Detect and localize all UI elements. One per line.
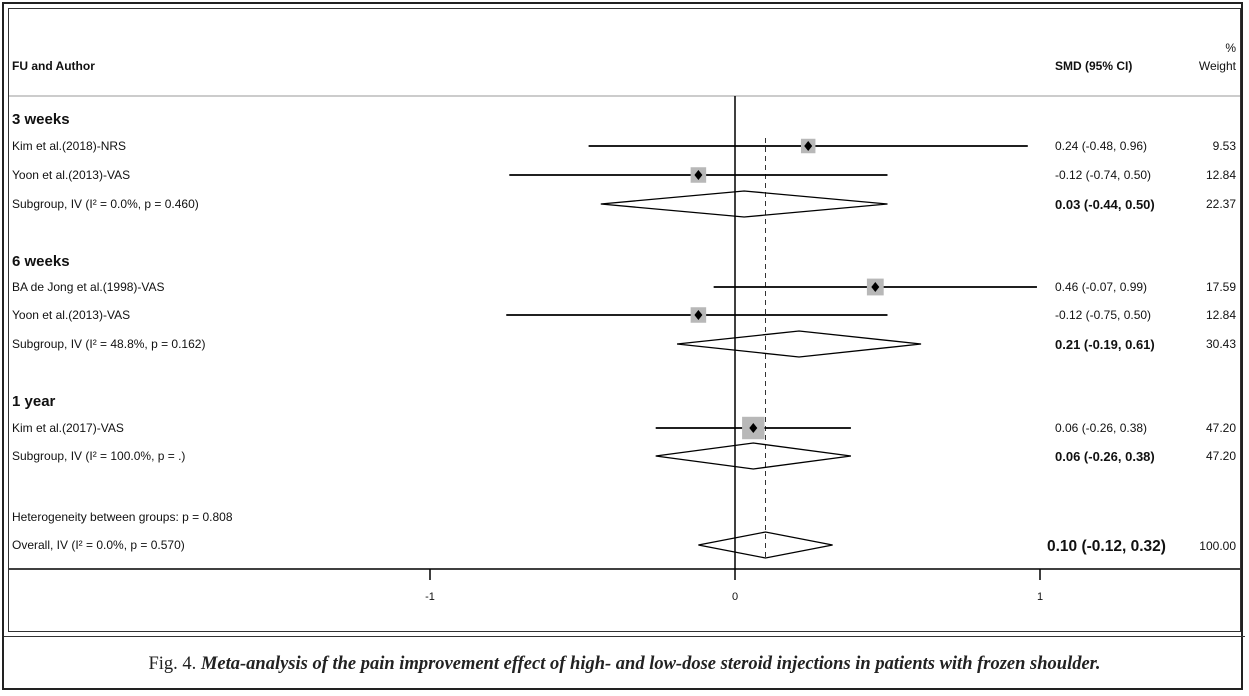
- header-study: FU and Author: [12, 59, 95, 73]
- subgroup-weight: 47.20: [1206, 449, 1236, 463]
- study-ci-text: 0.24 (-0.48, 0.96): [1055, 139, 1147, 153]
- study-weight: 17.59: [1206, 280, 1236, 294]
- figure-caption: Fig. 4. Meta-analysis of the pain improv…: [4, 636, 1245, 691]
- study-point-estimate: [804, 141, 813, 151]
- subgroup-label: Subgroup, IV (I² = 48.8%, p = 0.162): [12, 337, 205, 351]
- overall-diamond: [698, 531, 833, 559]
- x-tick-label: -1: [425, 591, 435, 603]
- study-label: BA de Jong et al.(1998)-VAS: [12, 280, 165, 294]
- plot-box: [8, 8, 1241, 632]
- overall-weight: 100.00: [1199, 539, 1236, 553]
- header-weight: Weight: [1199, 59, 1237, 73]
- study-point-estimate: [694, 170, 703, 180]
- study-ci-text: -0.12 (-0.75, 0.50): [1055, 308, 1151, 322]
- study-point-estimate: [871, 282, 880, 292]
- study-weight: 9.53: [1213, 139, 1237, 153]
- study-ci-text: 0.06 (-0.26, 0.38): [1055, 421, 1147, 435]
- subgroup-weight: 30.43: [1206, 337, 1236, 351]
- x-tick-label: 1: [1037, 591, 1043, 603]
- subgroup-label: Subgroup, IV (I² = 0.0%, p = 0.460): [12, 197, 199, 211]
- group-heading: 3 weeks: [12, 111, 70, 128]
- study-point-estimate: [749, 423, 758, 433]
- study-label: Kim et al.(2018)-NRS: [12, 139, 126, 153]
- study-weight: 47.20: [1206, 421, 1236, 435]
- subgroup-diamond: [600, 190, 888, 218]
- study-label: Yoon et al.(2013)-VAS: [12, 308, 130, 322]
- caption-text: Meta-analysis of the pain improvement ef…: [200, 654, 1101, 674]
- group-heading: 6 weeks: [12, 253, 70, 270]
- subgroup-ci-text: 0.03 (-0.44, 0.50): [1055, 197, 1155, 212]
- subgroup-ci-text: 0.06 (-0.26, 0.38): [1055, 449, 1155, 464]
- study-weight: 12.84: [1206, 168, 1236, 182]
- study-point-estimate: [694, 310, 703, 320]
- subgroup-diamond: [655, 442, 851, 470]
- study-ci-text: -0.12 (-0.74, 0.50): [1055, 168, 1151, 182]
- study-ci-text: 0.46 (-0.07, 0.99): [1055, 280, 1147, 294]
- study-label: Yoon et al.(2013)-VAS: [12, 168, 130, 182]
- overall-ci-text: 0.10 (-0.12, 0.32): [1047, 538, 1166, 555]
- subgroup-diamond: [676, 330, 922, 358]
- subgroup-label: Subgroup, IV (I² = 100.0%, p = .): [12, 449, 185, 463]
- header-effect: SMD (95% CI): [1055, 59, 1132, 73]
- group-heading: 1 year: [12, 393, 56, 410]
- header-weight-percent: %: [1225, 41, 1236, 55]
- overall-label: Overall, IV (I² = 0.0%, p = 0.570): [12, 538, 185, 552]
- caption-number: Fig. 4.: [148, 654, 197, 674]
- forest-plot: FU and Author SMD (95% CI)% Weight 3 weeks K…: [9, 41, 1240, 603]
- x-tick-label: 0: [732, 591, 738, 603]
- subgroup-weight: 22.37: [1206, 197, 1236, 211]
- study-weight: 12.84: [1206, 308, 1236, 322]
- study-label: Kim et al.(2017)-VAS: [12, 421, 124, 435]
- heterogeneity-text: Heterogeneity between groups: p = 0.808: [12, 510, 233, 524]
- subgroup-ci-text: 0.21 (-0.19, 0.61): [1055, 337, 1155, 352]
